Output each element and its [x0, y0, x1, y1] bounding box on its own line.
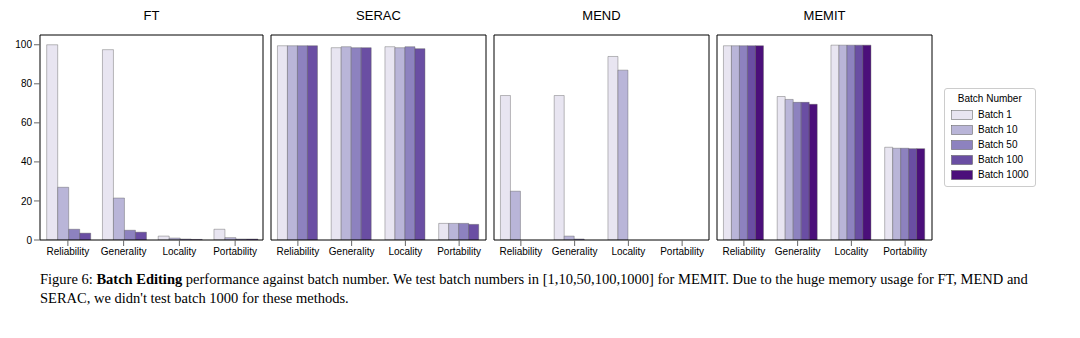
svg-text:Locality: Locality	[611, 246, 645, 257]
svg-text:Generality: Generality	[101, 246, 147, 257]
html-text:FT: FT	[143, 8, 160, 23]
svg-text:80: 80	[21, 78, 33, 89]
html-text:Figure 6: Batch Editing perfor: Figure 6: Batch Editing performance agai…	[40, 271, 1028, 306]
svg-text:Generality: Generality	[552, 246, 598, 257]
html-text:MEMIT: MEMIT	[803, 8, 846, 23]
svg-text:Locality: Locality	[834, 246, 868, 257]
svg-text:Portability: Portability	[660, 246, 704, 257]
svg-text:Locality: Locality	[388, 246, 422, 257]
svg-text:Generality: Generality	[329, 246, 375, 257]
svg-text:60: 60	[21, 117, 33, 128]
svg-text:40: 40	[21, 156, 33, 167]
html-text:Batch 1000: Batch 1000	[978, 169, 1029, 180]
svg-text:Portability: Portability	[213, 246, 257, 257]
svg-text:Portability: Portability	[437, 246, 481, 257]
html-text:MEND: MEND	[582, 8, 621, 23]
svg-text:Reliability: Reliability	[499, 246, 542, 257]
svg-text:Reliability: Reliability	[722, 246, 765, 257]
html-text:Batch 10: Batch 10	[978, 124, 1018, 135]
svg-text:Generality: Generality	[775, 246, 821, 257]
svg-text:Portability: Portability	[883, 246, 927, 257]
svg-text:Locality: Locality	[162, 246, 196, 257]
html-text:Batch Number: Batch Number	[957, 93, 1022, 104]
html-text:SERAC: SERAC	[356, 8, 401, 23]
html-text:Batch 100: Batch 100	[978, 154, 1023, 165]
html-text:Batch 50: Batch 50	[978, 139, 1018, 150]
html-text:Batch 1: Batch 1	[978, 109, 1012, 120]
svg-text:Reliability: Reliability	[46, 246, 89, 257]
svg-text:20: 20	[21, 196, 33, 207]
svg-text:Reliability: Reliability	[276, 246, 319, 257]
svg-text:0: 0	[26, 235, 32, 246]
svg-text:100: 100	[15, 39, 32, 50]
